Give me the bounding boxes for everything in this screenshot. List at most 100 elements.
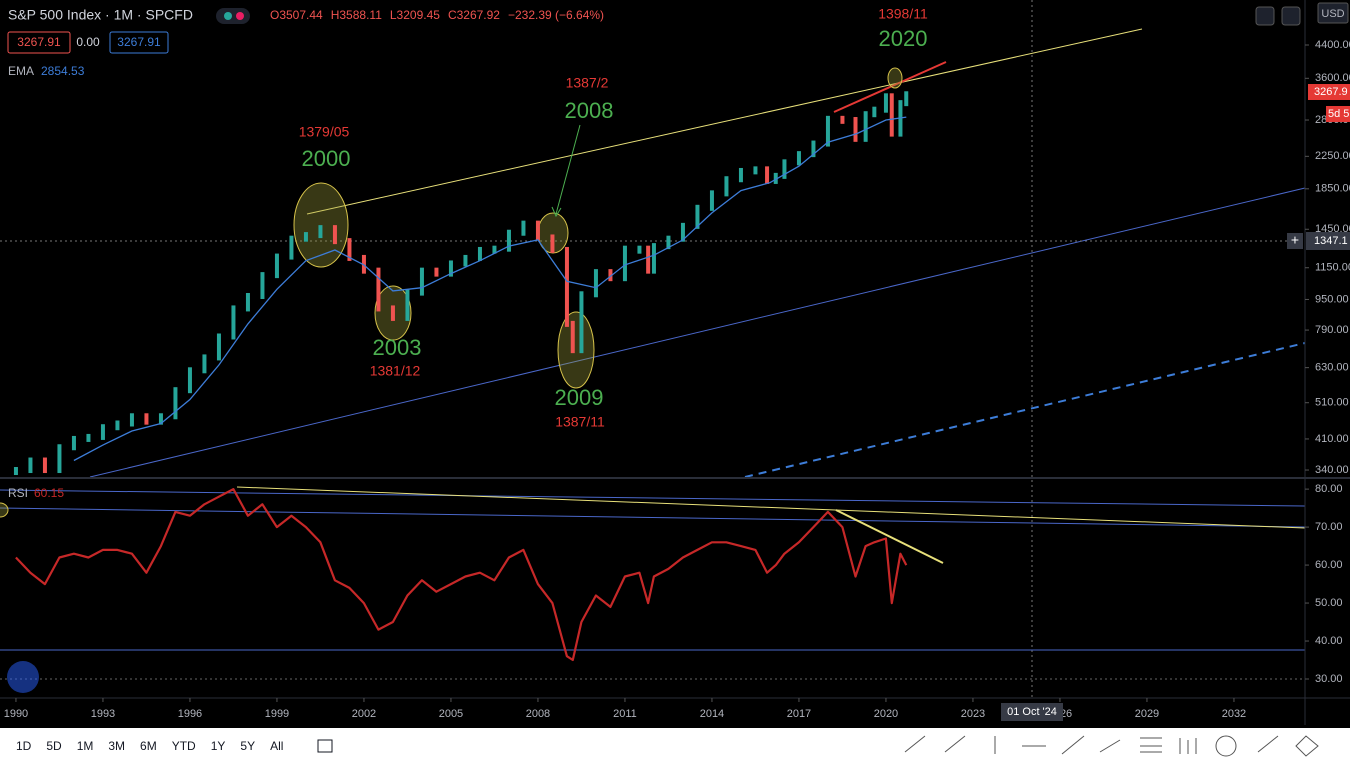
candle xyxy=(883,93,888,113)
highlight xyxy=(293,182,349,268)
ohlc-value: −232.39 (−6.64%) xyxy=(508,8,604,22)
range-button[interactable]: 5Y xyxy=(240,739,255,753)
logo xyxy=(7,661,39,693)
y-tick-label: 1850.00 xyxy=(1315,183,1350,195)
y-tick-label: 40.00 xyxy=(1315,635,1343,647)
x-tick-label: 1990 xyxy=(4,708,28,720)
candle xyxy=(825,115,830,147)
candle xyxy=(216,333,221,361)
range-button[interactable]: 1M xyxy=(77,739,94,753)
candle xyxy=(173,387,178,420)
candle xyxy=(274,253,279,279)
range-buttons: 1D 5D 1M 3M 6M YTD 1Y 5Y All xyxy=(16,739,283,753)
tool-icons[interactable] xyxy=(904,735,1319,757)
y-tick-label: 510.00 xyxy=(1315,397,1349,409)
bid: 3267.91 xyxy=(17,35,61,49)
bottom-toolbar xyxy=(0,728,1350,757)
range-button[interactable]: 3M xyxy=(108,739,125,753)
ohlc-value: O3507.44 xyxy=(270,8,323,22)
currency: USD xyxy=(1321,8,1344,20)
y-tick-label: 80.00 xyxy=(1315,483,1343,495)
candle xyxy=(477,246,482,261)
crosshair-time-bg xyxy=(1001,703,1063,721)
trend-line xyxy=(0,507,1306,528)
candle xyxy=(318,225,323,239)
candle xyxy=(492,245,497,254)
x-tick-label: 2008 xyxy=(526,708,550,720)
rsi-value: 60.15 xyxy=(34,486,64,500)
crosshair-price-bg xyxy=(1306,232,1350,250)
crosshair-add-icon: + xyxy=(1291,232,1299,248)
candle xyxy=(753,166,758,175)
status-badge xyxy=(216,8,250,24)
date-range-button[interactable] xyxy=(317,739,333,753)
range-button[interactable]: 1D xyxy=(16,739,32,753)
y-tick-label: 70.00 xyxy=(1315,521,1343,533)
candle xyxy=(904,91,909,107)
range-button[interactable]: 5D xyxy=(46,739,62,753)
ohlc-value: H3588.11 xyxy=(331,8,382,22)
symbol-title: S&P 500 Index · 1M · SPCFD xyxy=(8,7,193,23)
last-price-tag: 3267.9 xyxy=(1314,86,1348,98)
candle xyxy=(13,467,18,476)
candle xyxy=(840,115,845,124)
y-tick-label: 50.00 xyxy=(1315,597,1343,609)
candle xyxy=(260,272,265,299)
ask: 3267.91 xyxy=(117,35,161,49)
candle xyxy=(666,235,671,250)
candle xyxy=(463,254,468,267)
drawings xyxy=(0,0,1350,725)
candle xyxy=(521,220,526,236)
candle xyxy=(187,367,192,394)
candle xyxy=(303,232,308,242)
candle xyxy=(564,246,569,327)
annotation: 1398/11 xyxy=(878,6,928,22)
y-tick-label: 630.00 xyxy=(1315,362,1349,374)
candle xyxy=(202,354,207,374)
download-button[interactable] xyxy=(1255,6,1275,26)
candle xyxy=(100,424,105,440)
candle xyxy=(738,167,743,183)
candle xyxy=(608,269,613,282)
arrow-head xyxy=(551,206,562,218)
x-tick-label: 1999 xyxy=(265,708,289,720)
candle xyxy=(646,245,651,274)
annotation: 2008 xyxy=(565,98,614,123)
range-button[interactable]: YTD xyxy=(172,739,196,753)
status-dot xyxy=(224,12,232,20)
annotation: 2020 xyxy=(879,26,928,51)
trend-line xyxy=(835,509,944,564)
x-tick-label: 2017 xyxy=(787,708,811,720)
last-price-tag-bg xyxy=(1308,84,1350,100)
trend-line xyxy=(306,28,1143,215)
candle xyxy=(42,457,47,474)
y-tick-label: 340.00 xyxy=(1315,464,1349,476)
range-button[interactable]: 6M xyxy=(140,739,157,753)
drawing-tools xyxy=(904,735,1319,757)
y-tick-label: 3600.00 xyxy=(1315,72,1350,84)
x-tick-label: 2032 xyxy=(1222,708,1246,720)
fullscreen-button[interactable] xyxy=(1281,6,1301,26)
x-tick-label: 2005 xyxy=(439,708,463,720)
spread: 0.00 xyxy=(76,35,100,49)
price-box xyxy=(109,31,169,54)
x-tick-label: 2002 xyxy=(352,708,376,720)
range-button[interactable]: 1Y xyxy=(211,739,226,753)
trend-line xyxy=(0,489,1306,507)
rsi-line xyxy=(15,488,908,662)
x-tick-label: 2023 xyxy=(961,708,985,720)
crosshair-add-button[interactable] xyxy=(1287,233,1303,249)
x-tick-label: 2020 xyxy=(874,708,898,720)
candle xyxy=(863,111,868,142)
range-button[interactable]: All xyxy=(270,739,283,753)
y-tick-label: 410.00 xyxy=(1315,433,1349,445)
candle xyxy=(680,222,685,242)
candle xyxy=(593,269,598,298)
trend-line xyxy=(744,342,1306,478)
x-tick-label: 2014 xyxy=(700,708,724,720)
ema-line xyxy=(73,116,907,462)
candle xyxy=(853,117,858,142)
candle xyxy=(434,267,439,277)
y-tick-label: 30.00 xyxy=(1315,673,1343,685)
